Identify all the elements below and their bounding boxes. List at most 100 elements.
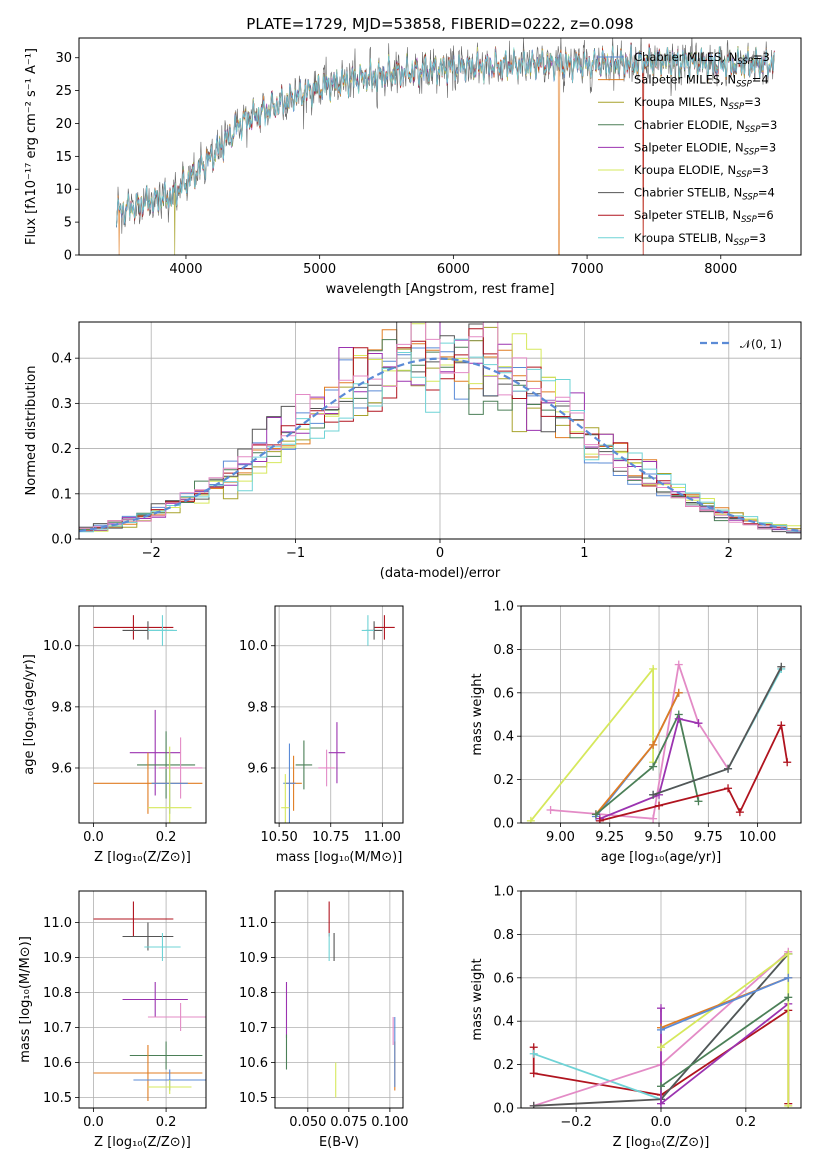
weight_vs_z-frame bbox=[520, 890, 802, 1109]
y-tick-label: 20 bbox=[55, 117, 72, 132]
error-bar-point bbox=[361, 615, 375, 646]
y-tick-label: 10.6 bbox=[239, 1056, 268, 1071]
y-tick-label: 10.5 bbox=[239, 1091, 268, 1106]
spectrum-ylabel: Flux [fλ10⁻¹⁷ erg cm⁻² s⁻¹ A⁻¹] bbox=[24, 48, 39, 245]
y-tick-label: 0.4 bbox=[493, 1015, 514, 1030]
error-bar-point bbox=[137, 731, 196, 799]
weight-marker bbox=[591, 810, 600, 819]
error-bar-point bbox=[281, 774, 290, 823]
age_vs_z-frame bbox=[78, 605, 207, 824]
chart-title: PLATE=1729, MJD=53858, FIBERID=0222, z=0… bbox=[246, 15, 633, 33]
y-tick-label: 10 bbox=[55, 183, 72, 198]
y-tick-label: 1.0 bbox=[493, 600, 514, 615]
y-tick-label: 0.2 bbox=[493, 773, 514, 788]
error-bar-point bbox=[122, 982, 188, 1017]
weight-marker bbox=[649, 762, 658, 771]
weight-marker bbox=[674, 688, 683, 697]
error-bar-point bbox=[158, 737, 203, 799]
y-tick-label: 10.6 bbox=[43, 1056, 72, 1071]
x-tick-label: −0.2 bbox=[560, 1115, 592, 1130]
legend-entry: Salpeter ELODIE, NSSP=3 bbox=[634, 140, 776, 157]
weight-marker bbox=[546, 805, 555, 814]
y-tick-label: 0.8 bbox=[493, 928, 514, 943]
x-tick-label: 0.0 bbox=[83, 830, 104, 845]
legend-entry: Chabrier STELIB, NSSP=4 bbox=[634, 186, 775, 203]
x-tick-label: 0.050 bbox=[289, 1115, 326, 1130]
weight-marker bbox=[649, 664, 658, 673]
weight-marker bbox=[657, 1043, 665, 1052]
x-tick-label: 11.00 bbox=[364, 830, 401, 845]
legend-entry: Salpeter MILES, NSSP=4 bbox=[634, 73, 769, 90]
weight-line-chabrier-elodie bbox=[595, 711, 700, 815]
weight-marker bbox=[655, 801, 664, 810]
x-tick-label: −1 bbox=[286, 546, 305, 561]
weight-marker bbox=[784, 973, 793, 982]
y-tick-label: 0.2 bbox=[51, 442, 72, 457]
weight-line-chabrier-miles bbox=[660, 976, 789, 1031]
mass_vs_z-xlabel: Z [log₁₀(Z/Z⊙)] bbox=[94, 1135, 191, 1150]
weight-marker bbox=[777, 721, 786, 730]
mass_vs_z-axes bbox=[75, 891, 206, 1112]
weight-marker bbox=[724, 764, 733, 773]
y-tick-label: 10.5 bbox=[43, 1091, 72, 1106]
residuals-frame bbox=[78, 321, 802, 540]
mass_vs_ebv-plot bbox=[285, 901, 396, 1098]
weight-marker bbox=[735, 808, 744, 817]
y-tick-label: 10.0 bbox=[239, 639, 268, 654]
y-tick-label: 9.6 bbox=[247, 761, 268, 776]
residuals-ylabel: Normed distribution bbox=[24, 366, 39, 496]
weight-line-salpeter-elodie bbox=[599, 717, 699, 820]
error-bar-point bbox=[147, 746, 192, 823]
age_vs_mass-frame bbox=[274, 605, 404, 824]
x-tick-label: 8000 bbox=[704, 262, 737, 277]
age_vs_z-axes bbox=[75, 606, 206, 827]
x-tick-label: −2 bbox=[142, 546, 161, 561]
error-bar-point bbox=[374, 615, 395, 640]
error-bar-point bbox=[295, 740, 313, 790]
mass_vs_z-plot bbox=[93, 901, 206, 1101]
weight-marker bbox=[649, 814, 658, 823]
weight-marker bbox=[784, 993, 793, 1002]
legend-entry: Chabrier ELODIE, NSSP=3 bbox=[634, 118, 777, 135]
weight-marker bbox=[783, 758, 792, 767]
error-bar-point bbox=[122, 922, 174, 951]
weight-marker bbox=[694, 797, 703, 806]
y-tick-label: 0.8 bbox=[493, 643, 514, 658]
weight-marker bbox=[784, 1101, 793, 1108]
mass_vs_ebv-xlabel: E(B-V) bbox=[319, 1135, 359, 1150]
x-tick-label: 7000 bbox=[571, 262, 604, 277]
weight-marker bbox=[649, 740, 658, 749]
weight-marker bbox=[526, 816, 535, 823]
weight-marker bbox=[657, 1004, 665, 1013]
weight-marker bbox=[657, 1025, 665, 1034]
legend-entry: Kroupa MILES, NSSP=3 bbox=[634, 95, 761, 112]
weight-line-kroupa-stelib bbox=[652, 668, 783, 796]
spectrum-plot bbox=[116, 38, 775, 255]
age_vs_z-plot bbox=[93, 615, 203, 823]
y-tick-label: 11.0 bbox=[239, 916, 268, 931]
y-tick-label: 0.0 bbox=[51, 533, 72, 548]
weight-marker bbox=[529, 1049, 538, 1058]
y-tick-label: 11.0 bbox=[43, 916, 72, 931]
legend-entry: Kroupa STELIB, NSSP=3 bbox=[634, 231, 766, 248]
x-tick-label: 9.50 bbox=[645, 830, 674, 845]
residuals-axes bbox=[75, 322, 801, 543]
weight-line-kroupa-elodie bbox=[530, 666, 654, 822]
weight-line-salpeter-miles bbox=[595, 692, 680, 815]
weight_vs_z-xlabel: Z [log₁₀(Z/Z⊙)] bbox=[613, 1135, 710, 1150]
y-tick-label: 0.6 bbox=[493, 686, 514, 701]
x-tick-label: 0 bbox=[436, 546, 444, 561]
weight_vs_age-frame bbox=[520, 605, 802, 824]
error-bar-point bbox=[328, 722, 346, 784]
error-bar-point bbox=[147, 1003, 206, 1031]
error-bar-point bbox=[147, 1080, 192, 1094]
x-tick-label: 9.75 bbox=[694, 830, 723, 845]
weight-marker bbox=[529, 1101, 538, 1108]
x-tick-label: 9.25 bbox=[595, 830, 624, 845]
mass_vs_z-ylabel: mass [log₁₀(M/M⊙)] bbox=[18, 936, 33, 1063]
error-bar-point bbox=[93, 1045, 203, 1101]
y-tick-label: 10.8 bbox=[43, 986, 72, 1001]
weight_vs_z-ylabel: mass weight bbox=[470, 958, 485, 1040]
error-bar-point bbox=[93, 615, 174, 640]
weight_vs_age-ylabel: mass weight bbox=[470, 673, 485, 755]
